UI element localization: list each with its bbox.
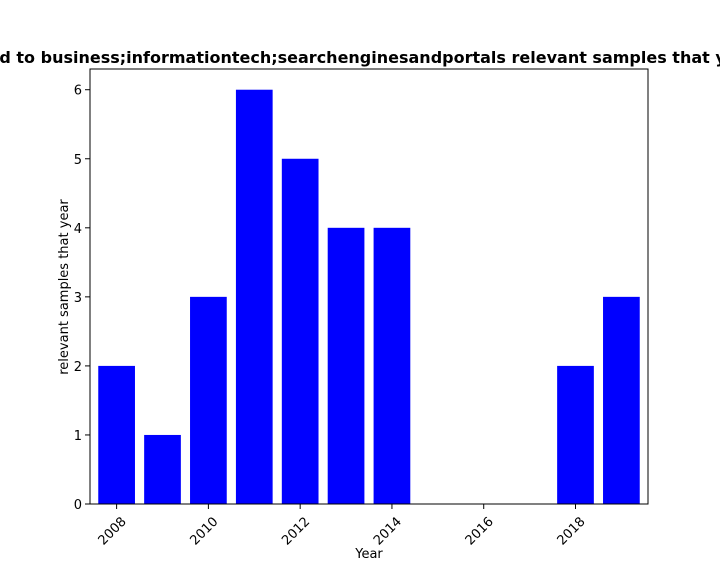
y-tick-label: 3 <box>74 291 82 306</box>
plot-frame <box>89 68 649 505</box>
bar-2014 <box>373 227 411 505</box>
x-tick-label: 2018 <box>555 514 589 548</box>
bar-2010 <box>190 296 227 504</box>
chart-title: d to business;informationtech;searchengi… <box>0 48 720 67</box>
y-tick-label: 5 <box>74 153 82 168</box>
y-tick-label: 4 <box>74 222 82 237</box>
bar-2019 <box>603 296 640 504</box>
bar-2018 <box>557 365 594 504</box>
bars-group <box>98 89 640 505</box>
y-tick-label: 0 <box>74 498 82 513</box>
x-tick-label: 2014 <box>371 514 405 548</box>
x-tick-label: 2016 <box>463 514 497 548</box>
x-tick-label: 2010 <box>187 514 221 548</box>
x-tick-label: 2008 <box>96 514 130 548</box>
bar-2011 <box>235 89 273 504</box>
bar-2009 <box>144 434 181 504</box>
y-axis-label: relevant samples that year <box>57 199 72 375</box>
y-axis-ticks: 0 1 2 3 4 5 6 <box>74 84 90 513</box>
y-tick-label: 6 <box>74 84 82 99</box>
bar-2012 <box>281 158 319 504</box>
x-tick-label: 2012 <box>279 514 313 548</box>
x-axis-ticks: 2008 2010 2012 2014 2016 2018 <box>96 504 589 548</box>
bar-2008 <box>98 365 135 504</box>
x-axis-label: Year <box>354 547 383 562</box>
y-tick-label: 1 <box>74 429 82 444</box>
y-tick-label: 2 <box>74 360 82 375</box>
bar-2013 <box>327 227 365 505</box>
